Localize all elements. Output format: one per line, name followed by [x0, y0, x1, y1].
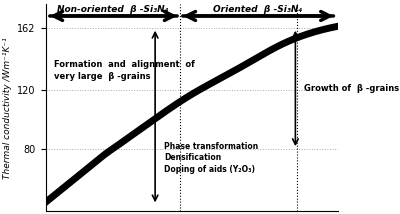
Text: Growth of  β -grains: Growth of β -grains — [304, 84, 399, 93]
Text: Non-oriented  β -Si₃N₄: Non-oriented β -Si₃N₄ — [57, 5, 168, 14]
Y-axis label: Thermal conductivity /Wm⁻¹K⁻¹: Thermal conductivity /Wm⁻¹K⁻¹ — [3, 37, 12, 178]
Text: Phase transformation
Densification
Doping of aids (Y₂O₃): Phase transformation Densification Dopin… — [164, 142, 258, 174]
Text: Oriented  β -Si₃N₄: Oriented β -Si₃N₄ — [214, 5, 303, 14]
Text: Formation  and  alignment  of
very large  β -grains: Formation and alignment of very large β … — [54, 60, 195, 81]
